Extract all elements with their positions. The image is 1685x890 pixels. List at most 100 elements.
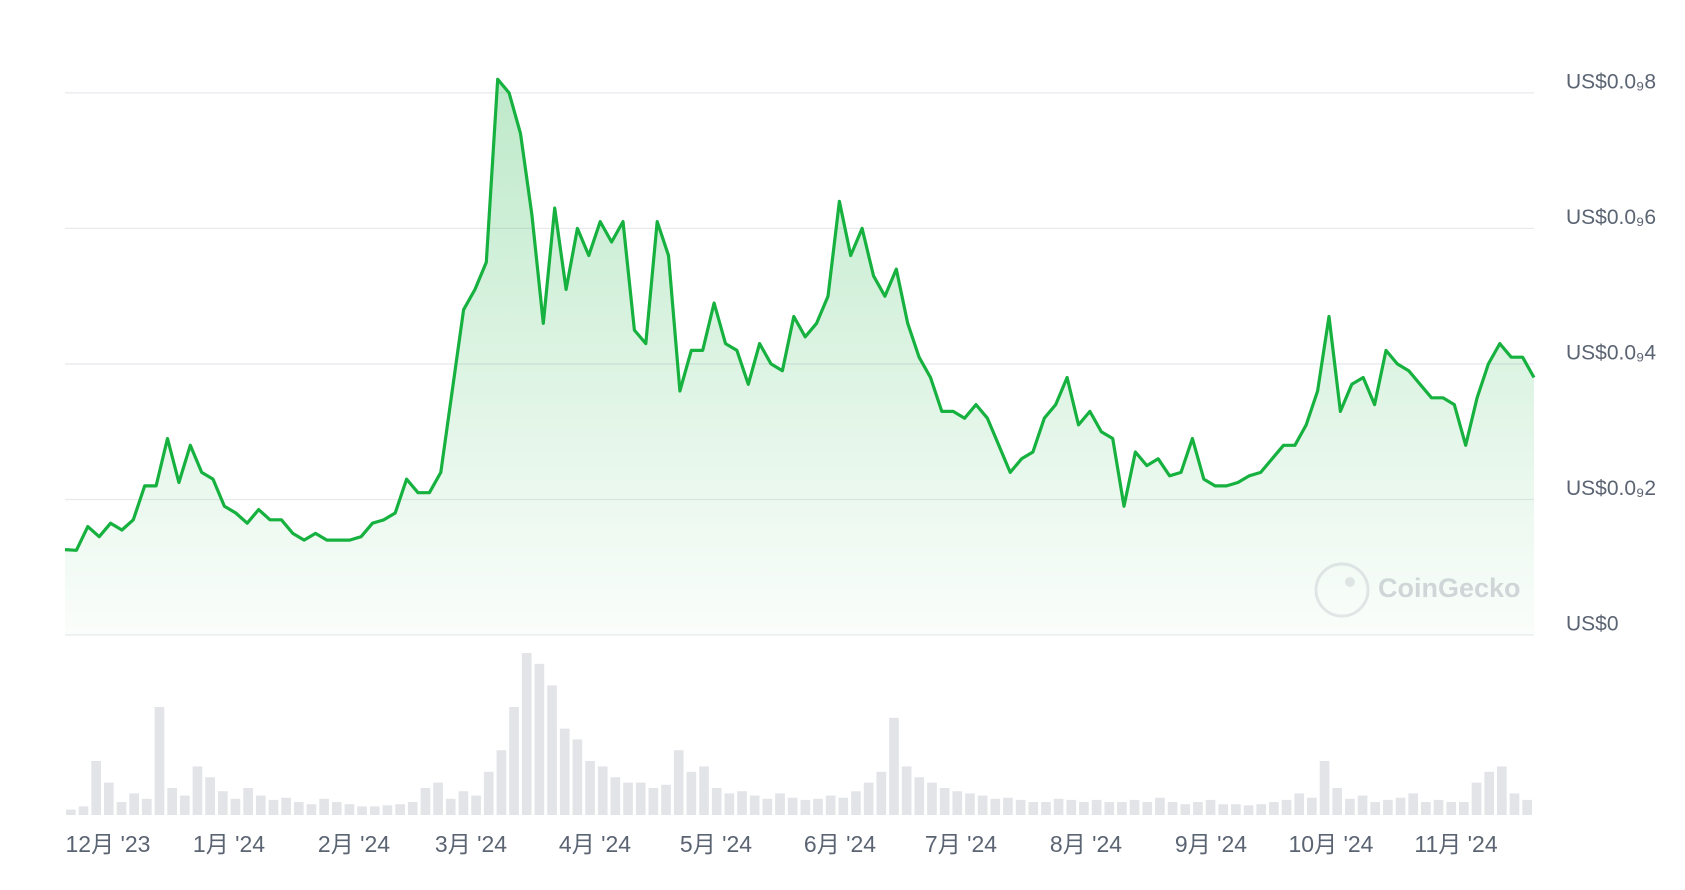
watermark-text: CoinGecko <box>1378 573 1521 603</box>
volume-bar <box>293 802 304 815</box>
volume-bar <box>382 805 393 815</box>
watermark-logo <box>1314 562 1370 618</box>
volume-bar <box>775 793 785 815</box>
volume-bar <box>534 663 545 815</box>
volume-bar <box>813 798 823 815</box>
volume-bar <box>1408 793 1419 815</box>
volume-bar <box>800 799 811 815</box>
watermark-logo-eye <box>1345 577 1355 587</box>
volume-bar <box>1129 799 1140 815</box>
x-tick-label: 4月 '24 <box>559 831 631 857</box>
volume-bar <box>686 771 697 815</box>
volume-bar <box>1357 795 1368 815</box>
volume-bar <box>1218 804 1229 815</box>
volume-bar <box>103 782 114 815</box>
volume-bar <box>1497 766 1507 815</box>
x-tick-label: 5月 '24 <box>680 831 752 857</box>
x-tick-label: 2月 '24 <box>318 831 390 857</box>
volume-bar <box>1370 802 1381 815</box>
volume-bar <box>737 791 747 815</box>
volume-bar <box>357 806 367 815</box>
volume-bar <box>243 788 253 815</box>
volume-bar <box>205 777 215 815</box>
volume-bar <box>1484 771 1495 815</box>
volume-bar <box>1281 799 1292 815</box>
volume-bar <box>1294 793 1305 815</box>
volume-bar <box>1471 782 1482 815</box>
volume-bar <box>1433 799 1444 815</box>
volume-bar <box>1231 804 1241 815</box>
y-tick-label: US$0 <box>1566 613 1619 636</box>
volume-bar <box>483 771 494 815</box>
volume-bar <box>66 809 76 815</box>
volume-bar <box>838 797 849 815</box>
volume-bar <box>623 782 633 815</box>
volume-bar <box>407 802 418 815</box>
volume-bar <box>471 795 481 815</box>
volume-bar <box>699 766 709 815</box>
volume-bar <box>1155 797 1165 815</box>
volume-bar <box>167 788 177 815</box>
volume-bar <box>91 761 101 815</box>
volume-bar <box>141 798 152 815</box>
volume-bar <box>281 797 291 815</box>
volume-bar <box>597 766 608 815</box>
volume-bar <box>1459 802 1469 815</box>
volume-bar <box>1003 797 1013 815</box>
volume-bar <box>559 728 570 815</box>
volume-bar <box>1091 799 1102 815</box>
volume-bar <box>1243 805 1254 815</box>
volume-bar <box>825 795 836 815</box>
volume-bar <box>268 799 279 815</box>
volume-bar <box>116 802 127 815</box>
x-tick-label: 9月 '24 <box>1175 831 1247 857</box>
volume-bar <box>1319 761 1330 815</box>
volume-bar <box>1509 793 1520 815</box>
volume-bar <box>711 788 722 815</box>
volume-bar <box>255 795 266 815</box>
area-fill <box>65 79 1534 636</box>
volume-bar <box>1205 799 1216 815</box>
y-tick-label: US$0.0₉2 <box>1566 477 1656 500</box>
volume-bar <box>1015 799 1026 815</box>
volume-bar <box>572 739 583 815</box>
volume-bar <box>952 791 963 815</box>
volume-bar <box>433 782 443 815</box>
x-tick-label: 6月 '24 <box>804 831 876 857</box>
volume-bar <box>1117 802 1127 815</box>
volume-bar <box>1269 802 1279 815</box>
x-tick-label: 10月 '24 <box>1289 831 1374 857</box>
volume-bar <box>230 798 241 815</box>
volume-bar <box>192 766 203 815</box>
volume-bar <box>1066 799 1077 815</box>
volume-bar <box>939 788 950 815</box>
volume-bar <box>1193 802 1203 815</box>
volume-bar <box>787 797 798 815</box>
price-line <box>64 77 1536 552</box>
volume-bar <box>1256 804 1267 815</box>
watermark: CoinGecko <box>1314 562 1521 618</box>
volume-bar <box>331 802 342 815</box>
volume-bar <box>661 784 671 815</box>
volume-bar <box>1079 802 1089 815</box>
volume-bar <box>306 804 317 815</box>
volume-bar <box>927 782 937 815</box>
volume-bar <box>1041 802 1051 815</box>
volume-bar <box>1522 799 1532 815</box>
volume-bar <box>1028 802 1039 815</box>
volume-bar <box>673 750 684 815</box>
x-tick-label: 11月 '24 <box>1414 831 1497 857</box>
volume-bar <box>1395 797 1406 815</box>
volume-bar <box>977 795 988 815</box>
volume-bar <box>496 750 507 815</box>
volume-bar <box>876 771 887 815</box>
volume-bar <box>1446 802 1457 815</box>
volume-bar <box>1332 788 1343 815</box>
x-tick-label: 7月 '24 <box>925 831 997 857</box>
y-tick-label: US$0.0₉6 <box>1566 206 1656 229</box>
volume-bar <box>1383 799 1393 815</box>
volume-bar <box>1307 797 1317 815</box>
volume-bar <box>319 798 329 815</box>
